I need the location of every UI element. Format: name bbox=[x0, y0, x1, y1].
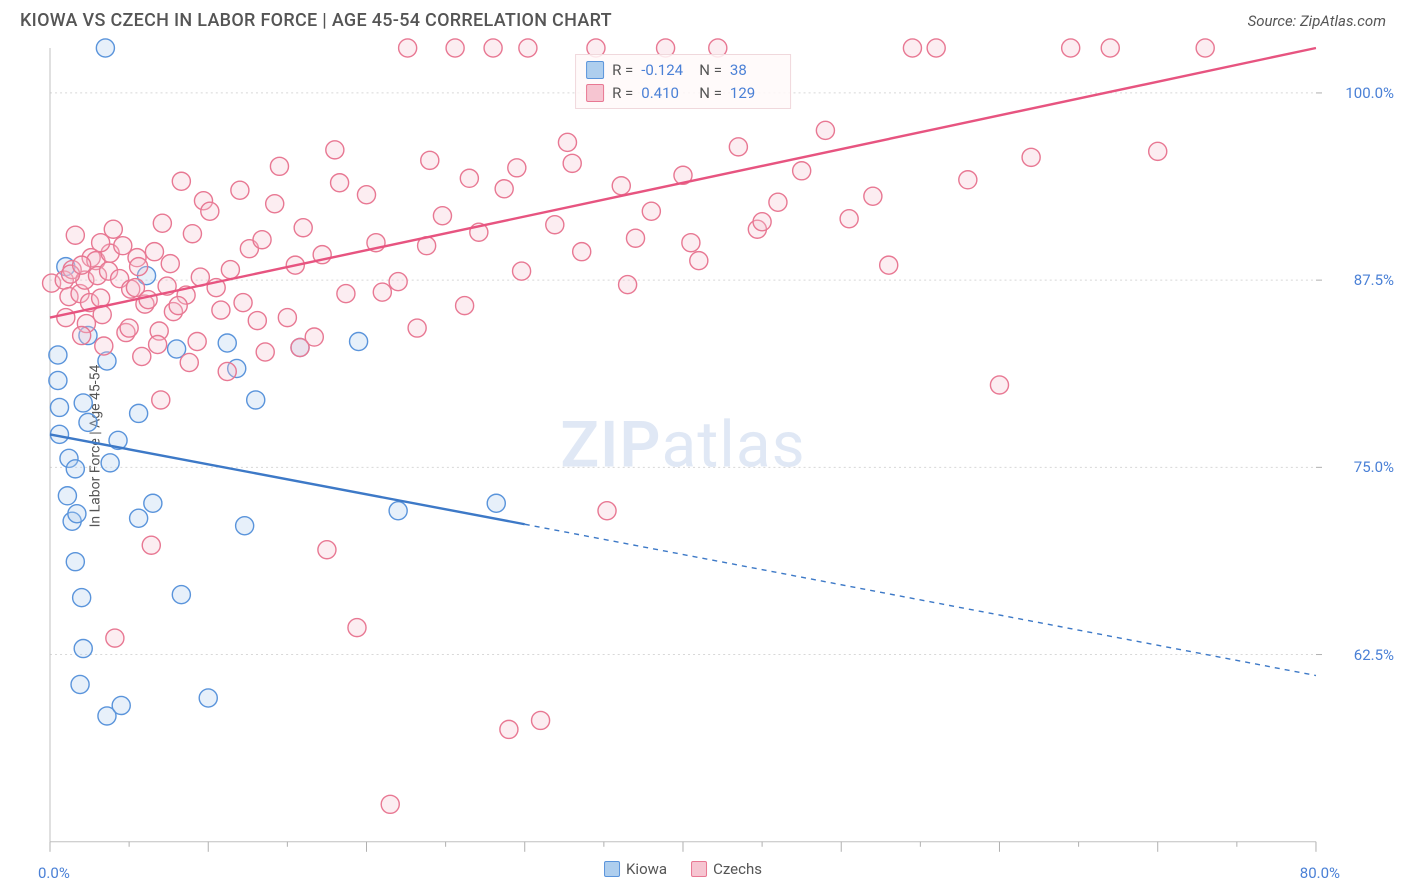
kiowa-r-value: -0.124 bbox=[641, 59, 691, 82]
n-label: N = bbox=[699, 82, 722, 105]
kiowa-n-value: 38 bbox=[730, 59, 780, 82]
stats-row-czechs: R = 0.410 N = 129 bbox=[586, 82, 780, 105]
y-tick-label: 87.5% bbox=[1354, 271, 1394, 289]
stats-row-kiowa: R = -0.124 N = 38 bbox=[586, 59, 780, 82]
legend-item-kiowa: Kiowa bbox=[604, 860, 667, 878]
scatter-plot bbox=[50, 48, 1316, 842]
y-tick-label: 100.0% bbox=[1345, 84, 1394, 102]
czechs-swatch bbox=[586, 84, 604, 102]
y-tick-label: 75.0% bbox=[1354, 458, 1394, 476]
n-label: N = bbox=[699, 59, 722, 82]
czechs-legend-label: Czechs bbox=[713, 860, 762, 878]
czechs-n-value: 129 bbox=[730, 82, 780, 105]
y-tick-label: 62.5% bbox=[1354, 646, 1394, 664]
r-label: R = bbox=[612, 59, 633, 82]
x-tick-label: 0.0% bbox=[38, 864, 70, 882]
czechs-r-value: 0.410 bbox=[641, 82, 691, 105]
x-tick-label: 80.0% bbox=[1300, 864, 1340, 882]
chart-title: KIOWA VS CZECH IN LABOR FORCE | AGE 45-5… bbox=[20, 10, 612, 31]
kiowa-legend-swatch bbox=[604, 861, 620, 877]
kiowa-swatch bbox=[586, 61, 604, 79]
chart-container: ZIPatlas R = -0.124 N = 38 R = 0.410 N =… bbox=[50, 48, 1316, 842]
legend-item-czechs: Czechs bbox=[691, 860, 762, 878]
correlation-stats-box: R = -0.124 N = 38 R = 0.410 N = 129 bbox=[575, 54, 791, 109]
source-attribution: Source: ZipAtlas.com bbox=[1248, 12, 1386, 30]
r-label: R = bbox=[612, 82, 633, 105]
czechs-legend-swatch bbox=[691, 861, 707, 877]
bottom-legend: Kiowa Czechs bbox=[604, 860, 762, 878]
kiowa-legend-label: Kiowa bbox=[626, 860, 667, 878]
